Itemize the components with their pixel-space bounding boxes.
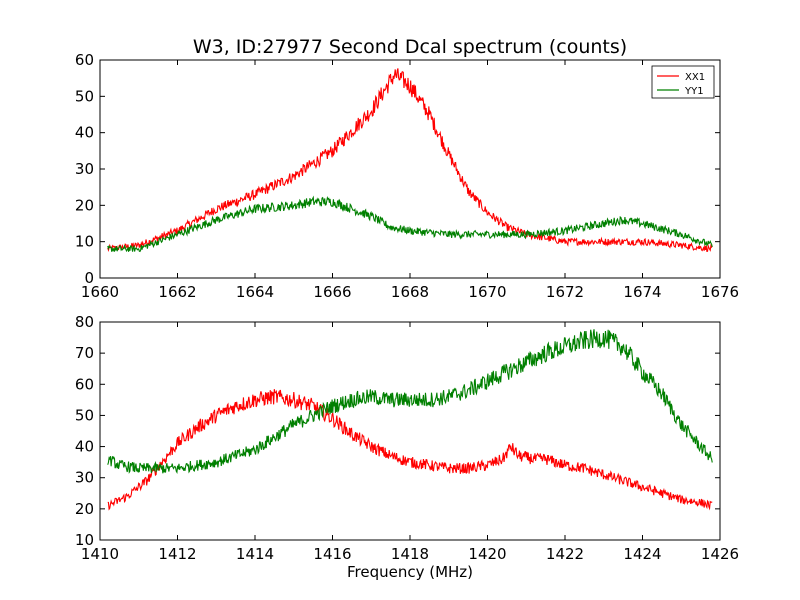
x-tick-label: 1410 — [81, 545, 119, 563]
x-tick-label: 1412 — [158, 545, 196, 563]
y-tick-label: 30 — [75, 469, 94, 487]
x-tick-label: 1670 — [468, 283, 506, 301]
series-line-yy1-panel-2 — [107, 329, 713, 474]
x-tick-label: 1414 — [236, 545, 274, 563]
chart-title: W3, ID:27977 Second Dcal spectrum (count… — [193, 36, 627, 58]
y-tick-label: 20 — [75, 196, 94, 214]
x-tick-label: 1674 — [623, 283, 661, 301]
plot-panel-2: 1410 1412 1414 1416 1418 1420 1422 1424 1426 10 20… — [75, 313, 739, 563]
x-tick-label: 1424 — [623, 545, 661, 563]
y-tick-label: 0 — [84, 269, 94, 287]
x-tick-label: 1676 — [701, 283, 739, 301]
y-tick-label: 50 — [75, 406, 94, 424]
x-tick-label: 1420 — [468, 545, 506, 563]
y-tick-label: 60 — [75, 51, 94, 69]
series-line-xx1-panel-1 — [107, 68, 713, 253]
x-tick-label: 1426 — [701, 545, 739, 563]
x-tick-label: 1662 — [158, 283, 196, 301]
x-tick-label: 1664 — [236, 283, 274, 301]
x-tick-label: 1422 — [546, 545, 584, 563]
x-axis-label: Frequency (MHz) — [347, 563, 473, 581]
y-tick-label: 30 — [75, 160, 94, 178]
legend-label-xx1: XX1 — [685, 72, 705, 83]
x-tick-label: 1660 — [81, 283, 119, 301]
x-tick-label: 1668 — [391, 283, 429, 301]
y-tick-label: 10 — [75, 233, 94, 251]
legend-label-yy1: YY1 — [684, 86, 704, 97]
x-tick-label: 1416 — [313, 545, 351, 563]
y-tick-label: 10 — [75, 531, 94, 549]
y-tick-label: 70 — [75, 344, 94, 362]
x-tick-label: 1672 — [546, 283, 584, 301]
y-tick-label: 40 — [75, 438, 94, 456]
y-tick-label: 20 — [75, 500, 94, 518]
x-tick-label: 1418 — [391, 545, 429, 563]
y-tick-label: 40 — [75, 124, 94, 142]
series-line-yy1-panel-1 — [107, 195, 713, 253]
plots-group: 1660 1662 1664 1666 1668 1670 1672 1674 1676 0 10 2… — [75, 51, 739, 563]
x-tick-label: 1666 — [313, 283, 351, 301]
legend-box — [651, 65, 715, 99]
y-tick-label: 60 — [75, 375, 94, 393]
series-line-xx1-panel-2 — [107, 389, 713, 511]
y-tick-label: 80 — [75, 313, 94, 331]
y-tick-label: 50 — [75, 87, 94, 105]
plot-panel-1: 1660 1662 1664 1666 1668 1670 1672 1674 1676 0 10 2… — [75, 51, 739, 301]
